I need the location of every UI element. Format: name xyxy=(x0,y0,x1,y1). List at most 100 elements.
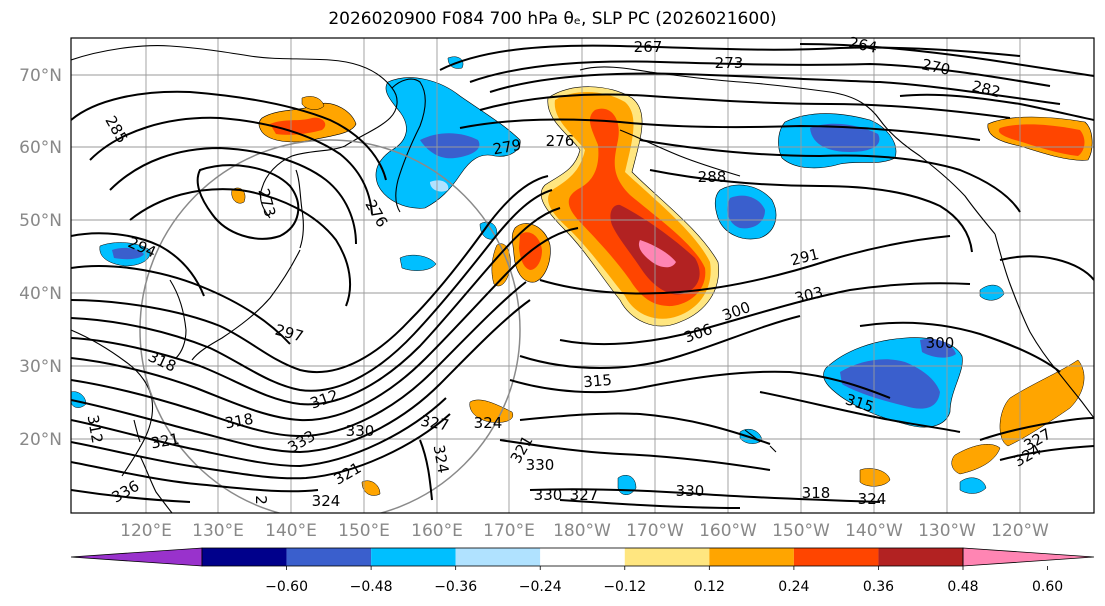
negative-anomaly-small-1 xyxy=(399,254,437,271)
reference-circle xyxy=(139,139,521,513)
contour-label: 327 xyxy=(570,486,599,504)
colorbar-extend-high xyxy=(962,547,1095,567)
colorbar-tick-label: 0.12 xyxy=(694,579,725,595)
colorbar-tick-label: −0.24 xyxy=(519,579,562,595)
coastline-taiwan xyxy=(133,419,141,443)
longitude-label: 130°W xyxy=(918,521,976,541)
colorbar-segment xyxy=(878,548,963,566)
contour-288 xyxy=(649,169,973,253)
colorbar-tick-label: 0.36 xyxy=(863,579,894,595)
latitude-label: 50°N xyxy=(19,211,62,231)
contour-label: 273 xyxy=(715,54,744,72)
contour-east-3 xyxy=(999,445,1094,461)
contour-270 xyxy=(469,60,1051,87)
longitude-label: 170°W xyxy=(626,521,684,541)
contour-294 xyxy=(71,232,205,297)
positive-anomaly-okhotsk-red xyxy=(270,117,326,135)
contour-label: 324 xyxy=(430,443,453,474)
negative-anomaly-bering-dark xyxy=(420,133,480,159)
contour-label: 330 xyxy=(534,486,563,504)
colorbar-frame xyxy=(201,547,964,567)
contour-285-north xyxy=(639,139,1021,213)
negative-anomaly-small-5 xyxy=(959,477,987,494)
contour-label: 321 xyxy=(149,430,180,453)
contour-312 xyxy=(509,370,891,399)
coastline-asia-north xyxy=(71,45,398,219)
latitude-label: 20°N xyxy=(19,430,62,450)
coastline-china xyxy=(71,329,154,477)
contour-273-ring xyxy=(196,164,300,240)
contour-label: 324 xyxy=(858,490,887,508)
map-title: 2026020900 F084 700 hPa θₑ, SLP PC (2026… xyxy=(328,9,777,29)
longitude-label: 140°E xyxy=(265,521,317,541)
contour-label: 330 xyxy=(526,456,555,474)
contour-267 xyxy=(439,44,1021,71)
contour-label: 279 xyxy=(491,136,522,159)
negative-anomaly-japan-sea-dark xyxy=(112,247,144,260)
map-frame xyxy=(70,37,1095,514)
contour-label: 327 xyxy=(419,412,450,435)
contour-label: 2 xyxy=(252,495,270,505)
contour-jet-7 xyxy=(71,397,447,468)
contour-label: 330 xyxy=(346,422,375,440)
contour-ring-east xyxy=(999,255,1094,281)
negative-anomaly-subtropics-dark xyxy=(840,359,940,409)
contour-297 xyxy=(71,265,291,345)
contour-label: 330 xyxy=(676,482,705,500)
contour-label: 264 xyxy=(847,33,879,57)
colorbar-segment xyxy=(371,548,456,566)
positive-anomaly-small-1 xyxy=(231,187,246,204)
colorbar-segment xyxy=(455,548,541,566)
longitude-label: 150°E xyxy=(338,521,390,541)
contour-label: 318 xyxy=(223,410,254,433)
latitude-label: 70°N xyxy=(19,66,62,86)
coastline-alaska-peninsula xyxy=(619,129,741,177)
contour-label: 276 xyxy=(546,132,575,150)
colorbar-tick-label: 0.60 xyxy=(1032,579,1063,595)
negative-anomaly-bering-pale xyxy=(430,180,449,192)
contour-label: 324 xyxy=(312,492,341,510)
colorbar-tick-label: 0.48 xyxy=(947,579,978,595)
longitude-label: 120°W xyxy=(991,521,1049,541)
colorbar-segment xyxy=(540,548,625,566)
contour-264 xyxy=(799,43,1094,77)
coastline-japan xyxy=(191,249,301,361)
contour-east-2 xyxy=(979,417,1094,441)
contour-jet-5 xyxy=(71,281,527,438)
contour-label: 315 xyxy=(583,371,613,391)
colorbar-segment xyxy=(624,548,710,566)
contour-291 xyxy=(539,235,951,295)
colorbar-extend-low xyxy=(70,547,203,567)
contour-279-a xyxy=(459,118,981,141)
longitude-label: 160°E xyxy=(411,521,463,541)
contour-285-west xyxy=(71,90,387,181)
coastline-philippines xyxy=(139,455,173,513)
contour-jet-6 xyxy=(71,299,531,454)
colorbar-segment xyxy=(286,548,372,566)
positive-anomaly-central-pacific-pink xyxy=(638,240,676,268)
contour-282 xyxy=(899,93,1094,121)
longitude-label: 130°E xyxy=(192,521,244,541)
coastline-kamchatka xyxy=(391,78,426,213)
contour-label: 270 xyxy=(920,55,952,79)
longitude-label: 180°W xyxy=(553,521,611,541)
contour-south-west xyxy=(71,489,191,503)
longitude-axis: 120°E 130°E 140°E 150°E 160°E 170°E 180°W 170°W… xyxy=(120,521,1049,541)
longitude-label: 120°E xyxy=(120,521,172,541)
colorbar-segment xyxy=(202,548,287,566)
map-layers xyxy=(71,38,1094,513)
colorbar-tick-label: −0.48 xyxy=(350,579,393,595)
contour-jet-1 xyxy=(71,175,549,373)
contour-west-2 xyxy=(109,146,357,245)
colorbar: −0.60 −0.48 −0.36 −0.24 −0.12 0.12 0.24 0.36 0.4… xyxy=(70,547,1095,595)
contour-jet-3 xyxy=(71,207,561,406)
contour-label: 324 xyxy=(474,414,503,432)
contour-label: 300 xyxy=(926,334,955,352)
longitude-label: 160°W xyxy=(699,521,757,541)
contour-327 xyxy=(559,499,741,509)
latitude-label: 30°N xyxy=(19,357,62,377)
positive-anomaly-subtropics-1 xyxy=(469,399,514,423)
contour-label: 318 xyxy=(802,484,831,502)
theta-e-contours xyxy=(71,43,1094,509)
